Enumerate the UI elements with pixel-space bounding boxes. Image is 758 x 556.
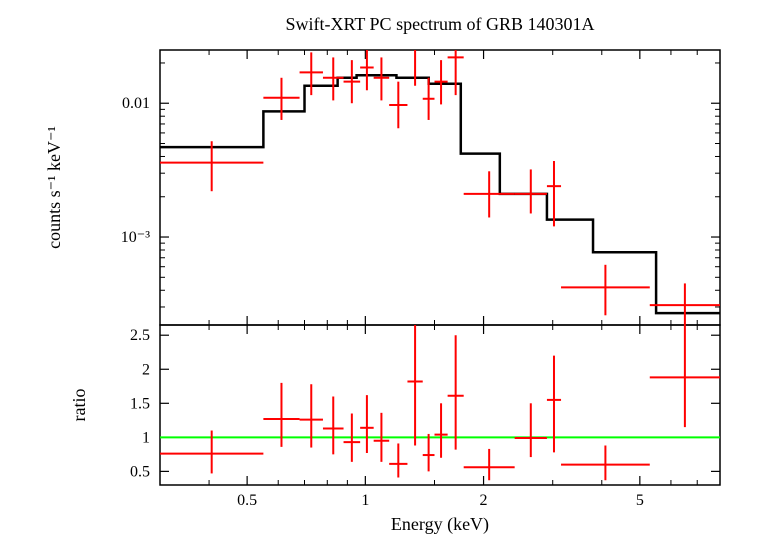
x-tick-label: 2 bbox=[480, 492, 488, 509]
x-tick-label: 0.5 bbox=[237, 492, 257, 509]
x-tick-label: 1 bbox=[361, 492, 369, 509]
x-tick-label: 5 bbox=[636, 492, 644, 509]
y-tick-label-bottom: 2 bbox=[142, 361, 150, 378]
x-axis-label: Energy (keV) bbox=[391, 514, 489, 535]
y-tick-label-bottom: 1 bbox=[142, 429, 150, 446]
y-tick-label-bottom: 2.5 bbox=[130, 327, 150, 344]
y-tick-label-bottom: 0.5 bbox=[130, 463, 150, 480]
chart-container: Swift-XRT PC spectrum of GRB 140301A Ener… bbox=[0, 0, 758, 556]
y-axis-label-bottom: ratio bbox=[69, 389, 89, 422]
chart-title: Swift-XRT PC spectrum of GRB 140301A bbox=[285, 14, 594, 34]
y-tick-label-top: 10⁻³ bbox=[121, 229, 150, 246]
y-tick-label-bottom: 1.5 bbox=[130, 395, 150, 412]
y-axis-label-top: counts s⁻¹ keV⁻¹ bbox=[44, 126, 64, 249]
spectrum-chart: Swift-XRT PC spectrum of GRB 140301A Ener… bbox=[0, 0, 758, 556]
y-tick-label-top: 0.01 bbox=[122, 95, 150, 112]
